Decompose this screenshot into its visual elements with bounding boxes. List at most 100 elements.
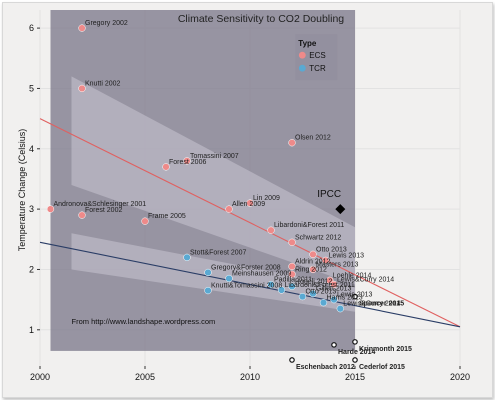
- y-axis-label: Temperature Change (Celsius): [17, 129, 27, 252]
- ecs-point-label: Aldrin 2012: [295, 258, 331, 265]
- source-annotation: From http://www.landshape.wordpress.com: [72, 317, 216, 326]
- y-tick-label: 5: [29, 83, 34, 93]
- x-tick-label: 2010: [240, 372, 260, 382]
- trend-line-ecs: [39, 118, 461, 328]
- y-tick-label: 4: [29, 144, 34, 154]
- ecs-point-label: Frame 2005: [148, 213, 186, 220]
- tcr-point: [204, 286, 212, 295]
- ecs-point-label: Gregory 2002: [85, 20, 128, 27]
- tcr-point-label: Knutti&Tomassini 2008: [211, 283, 282, 290]
- tcr-point: [298, 292, 307, 301]
- ecs-point: [162, 163, 170, 171]
- tcr-point-label: Padilla 2011: [274, 277, 312, 284]
- confidence-band-ecs: [71, 76, 355, 285]
- ecs-point: [321, 256, 330, 265]
- tcr-point-label: Libardoni&Forest 2011: [285, 282, 355, 289]
- axes: 2000 2005 2010 2015 2020 1 2 3 4 5 6: [29, 23, 470, 382]
- ecs-point-label: Tomassini 2007: [190, 153, 239, 160]
- tcr-point: [309, 289, 317, 298]
- legend-swatch-ecs: [298, 51, 306, 59]
- ecs-point-label: Lin 2009: [253, 195, 280, 202]
- x-tick-label: 2005: [135, 372, 155, 382]
- legend-label-tcr: TCR: [309, 64, 326, 73]
- tcr-point: [277, 286, 286, 294]
- ecs-point: [288, 262, 296, 271]
- open-circle-point: [289, 357, 295, 363]
- trend-lines: [39, 118, 461, 328]
- ecs-point-label: Andronova&Schlesinger 2001: [54, 201, 147, 208]
- open-circle-point: [352, 339, 358, 345]
- open-circle-point-label: Harde 2014: [338, 349, 375, 356]
- legend-title: Type: [298, 39, 317, 48]
- ecs-point-label: Lewis 2013: [329, 252, 365, 259]
- legend-label-ecs: ECS: [309, 51, 325, 60]
- x-tick-label: 2015: [345, 372, 365, 382]
- ecs-point: [225, 205, 233, 213]
- x-tick-label: 2020: [450, 372, 470, 382]
- ecs-point-label: Masters 2013: [316, 261, 359, 268]
- open-circle-point: [352, 293, 358, 300]
- open-circle-point-label: Krinmonth 2015: [359, 346, 412, 353]
- ecs-point: [288, 238, 296, 246]
- trend-line-tcr: [39, 241, 461, 328]
- legend: Type ECS TCR: [295, 34, 338, 81]
- open-circle-point-label: Spencer 2015: [359, 301, 404, 308]
- ecs-point: [309, 250, 317, 259]
- ecs-point-label: Libardoni&Forest 2011: [274, 222, 344, 229]
- ecs-point-label: Forest 2006: [169, 159, 206, 166]
- tcr-point-label: Lewis 2013: [337, 292, 373, 299]
- x-tick-label: 2000: [30, 372, 50, 382]
- ecs-point: [267, 226, 275, 234]
- open-circle-point-label: Eschenbach 2012: [296, 364, 355, 371]
- tcr-point-label: Gillett 2013: [316, 286, 352, 293]
- tcr-point-label: Meinshausen 2009: [232, 271, 291, 278]
- ecs-point-label: Knutti 2002: [85, 80, 121, 87]
- y-tick-label: 2: [29, 264, 34, 274]
- legend-swatch-tcr: [298, 64, 306, 72]
- ecs-point: [78, 84, 86, 93]
- tcr-point: [288, 282, 296, 291]
- tcr-point: [336, 305, 344, 313]
- tcr-point-label: Gregory&Forster 2008: [211, 264, 281, 271]
- open-circle-point: [331, 342, 337, 348]
- tcr-point-label: Otto 2013: [306, 289, 337, 296]
- tcr-point: [330, 295, 338, 304]
- ecs-point: [141, 217, 149, 225]
- open-circle-point-label: Cederlof 2015: [359, 364, 405, 371]
- tcr-point: [267, 280, 275, 289]
- ecs-point: [78, 24, 86, 32]
- tcr-point-label: Rogelj 2012: [295, 278, 332, 285]
- ecs-point-label: Lewis&Curry 2014: [337, 277, 394, 284]
- ecs-point: [330, 280, 338, 289]
- open-circle-point: [352, 357, 358, 363]
- ecs-point: [309, 265, 317, 274]
- ecs-point-label: Allen 2009: [232, 201, 265, 208]
- tcr-point: [183, 253, 191, 262]
- ecs-point-label: Schwartz 2012: [295, 234, 341, 241]
- ecs-point-label: Olsen 2012: [295, 135, 331, 142]
- ecs-point: [288, 139, 296, 147]
- ecs-point-label: Forest 2002: [85, 207, 122, 214]
- tcr-point: [204, 268, 212, 277]
- ipcc-label: IPCC: [317, 189, 341, 200]
- y-tick-label: 3: [29, 204, 34, 214]
- ecs-point: [246, 199, 254, 207]
- ecs-point: [46, 205, 55, 213]
- ecs-point: [183, 157, 191, 165]
- tcr-point-label: Lewis&Curry 2014: [343, 301, 400, 308]
- ecs-point-label: Otto 2013: [316, 246, 347, 253]
- ecs-point: [288, 270, 296, 278]
- tcr-point-label: Harris 2013: [327, 295, 363, 302]
- y-tick-label: 1: [29, 325, 34, 335]
- tcr-point: [225, 274, 233, 283]
- ecs-point: [78, 211, 86, 219]
- ecs-point-label: Ring 2012: [295, 266, 327, 273]
- tcr-point-label: Stott&Forest 2007: [190, 249, 247, 256]
- tcr-point: [319, 298, 328, 307]
- y-tick-label: 6: [29, 23, 34, 33]
- ipcc-diamond-marker: [335, 204, 346, 215]
- data-points: [46, 24, 358, 363]
